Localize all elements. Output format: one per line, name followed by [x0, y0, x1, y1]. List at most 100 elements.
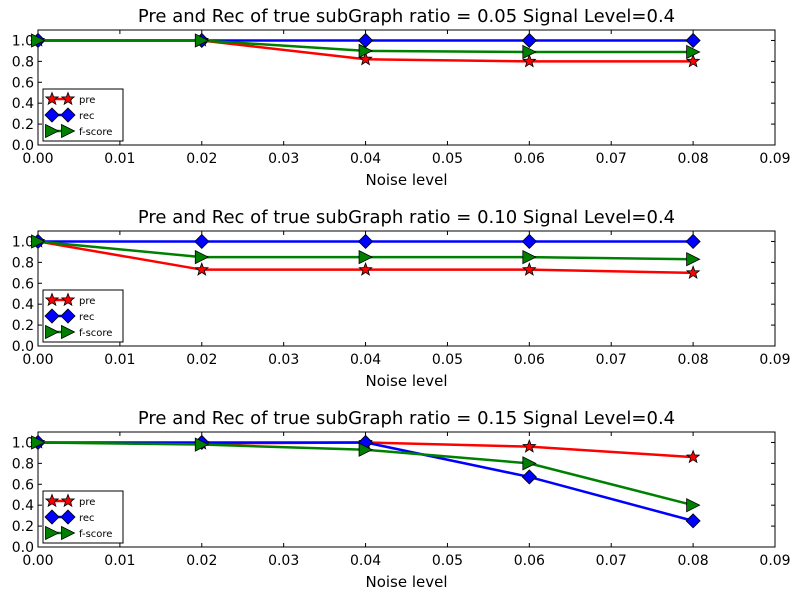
legend-marker	[44, 509, 60, 525]
legend-label: f-score	[79, 127, 112, 138]
y-tick-label: 0.4	[12, 498, 34, 514]
x-tick-label: 0.05	[432, 151, 463, 167]
x-tick-label: 0.03	[268, 151, 299, 167]
subplot-2: Pre and Rec of true subGraph ratio = 0.1…	[12, 207, 791, 390]
data-point	[31, 435, 46, 450]
x-tick-label: 0.03	[268, 553, 299, 569]
x-axis-label: Noise level	[365, 573, 447, 591]
data-point	[685, 32, 701, 49]
legend-marker	[44, 308, 60, 324]
y-tick-label: 0.2	[12, 117, 34, 133]
subplot-3: Pre and Rec of true subGraph ratio = 0.1…	[12, 408, 791, 591]
legend-label: pre	[79, 497, 95, 508]
legend-marker	[60, 493, 76, 508]
data-point	[685, 53, 701, 68]
data-point	[357, 233, 374, 250]
legend-entry-pre: pre	[44, 91, 95, 106]
data-point	[685, 265, 701, 280]
legend-marker	[60, 292, 76, 307]
legend-marker	[61, 525, 76, 541]
legend-marker	[61, 123, 76, 139]
legend-label: rec	[79, 312, 95, 323]
x-tick-label: 0.08	[678, 352, 709, 368]
x-tick-label: 0.00	[22, 151, 53, 167]
data-point	[358, 43, 373, 59]
series-rec	[30, 233, 701, 250]
data-point	[522, 438, 537, 453]
x-tick-label: 0.08	[678, 151, 709, 167]
axes-frame	[37, 431, 776, 548]
data-point	[521, 32, 537, 49]
x-tick-label: 0.06	[514, 352, 545, 368]
legend-label: pre	[79, 296, 95, 307]
legend-entry-pre: pre	[44, 292, 95, 307]
y-tick-label: 0.2	[12, 318, 34, 334]
y-tick-label: 0.6	[12, 75, 34, 91]
y-tick-label: 0.8	[12, 54, 34, 70]
y-tick-label: 1.0	[12, 234, 34, 250]
x-tick-label: 0.01	[104, 352, 135, 368]
legend-marker	[44, 107, 60, 123]
legend-marker	[45, 324, 60, 340]
x-tick-label: 0.05	[432, 352, 463, 368]
x-tick-label: 0.02	[186, 553, 217, 569]
x-tick-label: 0.04	[350, 352, 381, 368]
y-tick-label: 0.0	[12, 540, 34, 556]
x-tick-label: 0.00	[22, 352, 53, 368]
legend-label: f-score	[79, 328, 112, 339]
x-axis-label: Noise level	[365, 372, 447, 390]
data-point	[194, 33, 210, 48]
legend-entry-f-score: f-score	[45, 123, 112, 139]
data-point	[194, 233, 210, 250]
data-point	[522, 53, 537, 68]
y-tick-label: 0.4	[12, 96, 34, 112]
legend-entry-rec: rec	[44, 308, 95, 324]
x-tick-label: 0.00	[22, 553, 53, 569]
y-tick-label: 0.4	[12, 297, 34, 313]
legend: pre rec f-score	[42, 289, 124, 343]
x-tick-label: 0.03	[268, 352, 299, 368]
y-tick-label: 0.0	[12, 138, 34, 154]
axes-frame	[37, 230, 776, 347]
legend-entry-rec: rec	[44, 107, 95, 123]
y-tick-label: 1.0	[12, 33, 34, 49]
x-tick-label: 0.07	[596, 352, 627, 368]
legend-marker	[61, 324, 76, 340]
x-tick-label: 0.02	[186, 151, 217, 167]
legend-entry-pre: pre	[44, 493, 95, 508]
data-point	[31, 33, 46, 48]
legend-label: pre	[79, 95, 95, 106]
x-tick-label: 0.07	[596, 151, 627, 167]
x-tick-label: 0.06	[514, 553, 545, 569]
chart-title: Pre and Rec of true subGraph ratio = 0.1…	[138, 207, 675, 228]
data-point	[521, 233, 537, 250]
legend-label: rec	[79, 513, 95, 524]
y-tick-label: 0.6	[12, 477, 34, 493]
series-line	[38, 441, 694, 523]
data-point	[358, 249, 373, 265]
y-tick-label: 1.0	[12, 435, 34, 451]
legend-marker	[44, 292, 60, 307]
x-tick-label: 0.04	[350, 151, 381, 167]
legend-label: rec	[79, 111, 95, 122]
data-point	[358, 442, 373, 457]
y-tick-label: 0.6	[12, 276, 34, 292]
data-point	[522, 456, 537, 471]
y-tick-label: 0.2	[12, 519, 34, 535]
legend-label: f-score	[79, 529, 112, 540]
x-tick-label: 0.04	[350, 553, 381, 569]
data-point	[685, 233, 701, 250]
y-tick-label: 0.0	[12, 339, 34, 355]
legend-marker	[60, 308, 76, 324]
data-point	[358, 262, 373, 276]
legend-entry-rec: rec	[44, 509, 95, 525]
chart-title: Pre and Rec of true subGraph ratio = 0.1…	[138, 408, 675, 429]
data-point	[194, 249, 210, 265]
data-point	[31, 234, 46, 249]
x-tick-label: 0.08	[678, 553, 709, 569]
series-f-score	[31, 435, 701, 513]
x-tick-label: 0.05	[432, 553, 463, 569]
x-axis-label: Noise level	[365, 171, 447, 189]
data-point	[686, 44, 701, 60]
